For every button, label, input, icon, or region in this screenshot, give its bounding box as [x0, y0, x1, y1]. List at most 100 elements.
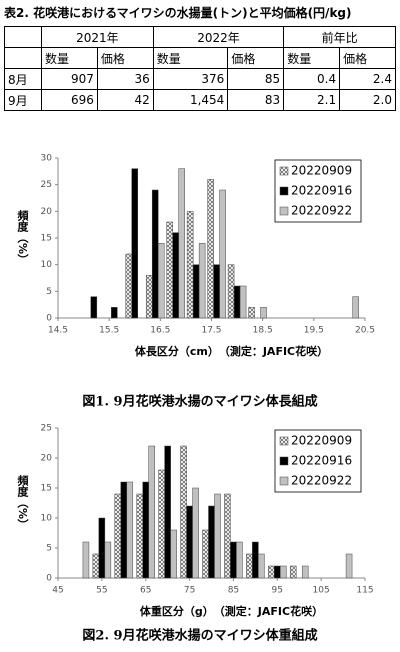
subheader: 価格	[227, 47, 285, 69]
y-tick-label: 20	[41, 207, 53, 217]
row: 9月 696 42 1,454 83 2.1 2.0	[4, 89, 396, 111]
bar	[268, 565, 275, 579]
x-tick-label: 16.5	[150, 326, 170, 336]
bar	[280, 565, 287, 579]
bar	[208, 505, 215, 579]
legend-swatch	[279, 166, 289, 176]
bar	[142, 481, 149, 579]
legend-swatch	[279, 186, 289, 196]
bar	[192, 264, 200, 319]
legend-box	[274, 159, 362, 223]
bar	[178, 168, 185, 319]
bar	[92, 553, 100, 579]
subheader: 数量	[41, 47, 98, 69]
bar	[248, 307, 255, 319]
bar	[111, 307, 118, 319]
subheader: 数量	[152, 47, 229, 69]
bar	[239, 285, 247, 319]
bar	[180, 445, 187, 579]
bar	[158, 469, 165, 579]
bar	[258, 553, 265, 579]
x-tick-label: 19.5	[304, 326, 324, 336]
header: 前年比	[283, 26, 396, 48]
bar	[120, 481, 128, 579]
bar	[104, 541, 112, 579]
row-label: 9月	[4, 89, 42, 111]
bar	[170, 529, 177, 579]
legend-swatch	[279, 476, 289, 486]
cell: 376	[152, 68, 229, 90]
bar	[345, 553, 353, 579]
bar	[301, 565, 309, 579]
bar	[207, 179, 214, 319]
legend-swatch	[279, 206, 289, 216]
bar	[136, 493, 143, 579]
cell: 1,454	[152, 89, 229, 111]
y-tick-label: 25	[41, 180, 52, 190]
cell: 2.4	[339, 68, 396, 90]
y-tick-label: 5	[46, 287, 52, 297]
bar	[219, 189, 226, 319]
bar	[236, 541, 243, 579]
legend-label: 20220909	[291, 434, 352, 448]
bar	[192, 487, 199, 579]
legend-label: 20220916	[291, 454, 352, 468]
bar	[82, 541, 90, 579]
bar	[166, 221, 173, 319]
y-tick-label: 5	[46, 544, 52, 554]
row-label: 8月	[4, 68, 42, 90]
bar	[252, 541, 259, 579]
caption: 図1. 9月花咲港水揚のマイワシ体長組成	[82, 394, 317, 410]
bar	[125, 253, 132, 319]
y-tick-label: 10	[41, 514, 53, 524]
charts: 0 5 10 15 20 25 30 14.5 15.5 16.5 17.5 18.5 19.5 20.5…	[16, 154, 375, 644]
header: 2021年	[41, 26, 154, 48]
legend-label: 20220916	[291, 184, 352, 198]
y-tick-label: 30	[41, 154, 53, 164]
bar	[230, 541, 237, 579]
row: 8月 907 36 376 85 0.4 2.4	[4, 68, 396, 90]
legend-swatch	[279, 436, 289, 446]
table-title: 表2. 花咲港におけるマイワシの水揚量(トン)と平均価格(円/kg)	[4, 6, 352, 20]
bar	[214, 493, 221, 579]
bar	[148, 445, 155, 579]
bar	[126, 481, 134, 579]
bar	[198, 243, 206, 319]
x-tick-label: 115	[356, 586, 373, 596]
cell: 83	[227, 89, 285, 111]
y-tick-label: 0	[46, 574, 52, 584]
subheader-row: 数量 価格 数量 価格 数量 価格	[4, 47, 396, 69]
x-tick-label: 55	[96, 586, 107, 596]
x-tick-label: 18.5	[253, 326, 273, 336]
y-tick-label: 10	[41, 260, 53, 270]
bar	[151, 189, 159, 319]
y-tick-label: 25	[41, 424, 52, 434]
cell: 2.1	[283, 89, 341, 111]
bar	[352, 296, 359, 319]
x-tick-label: 20.5	[355, 326, 375, 336]
bar	[246, 553, 253, 579]
bar	[131, 168, 138, 319]
cell: 85	[227, 68, 285, 90]
x-axis-label: 体重区分（g） （測定：JAFIC花咲）	[140, 604, 323, 618]
caption: 図2. 9月花咲港水揚のマイワシ体重組成	[82, 628, 317, 644]
cell: 907	[41, 68, 98, 90]
legend-label: 20220922	[291, 204, 352, 218]
legend-swatch	[279, 456, 289, 466]
y-axis-label: 頻度（%）	[16, 209, 30, 265]
bar	[186, 505, 193, 579]
y-axis-label: 頻度（%）	[16, 474, 30, 530]
subheader: 価格	[96, 47, 154, 69]
subheader: 価格	[339, 47, 396, 69]
bar	[90, 296, 98, 319]
bar	[164, 445, 171, 579]
x-tick-label: 75	[184, 586, 195, 596]
bar	[157, 243, 165, 319]
subheader: 数量	[283, 47, 341, 69]
x-tick-label: 105	[313, 586, 330, 596]
x-axis-label: 体長区分（cm） （測定：JAFIC花咲）	[135, 344, 328, 358]
bar	[202, 529, 209, 579]
cell: 42	[96, 89, 154, 111]
data-table: 2021年 2022年 前年比 数量 価格 数量 価格 数量 価格 8月 907 36 376 8…	[4, 26, 396, 111]
